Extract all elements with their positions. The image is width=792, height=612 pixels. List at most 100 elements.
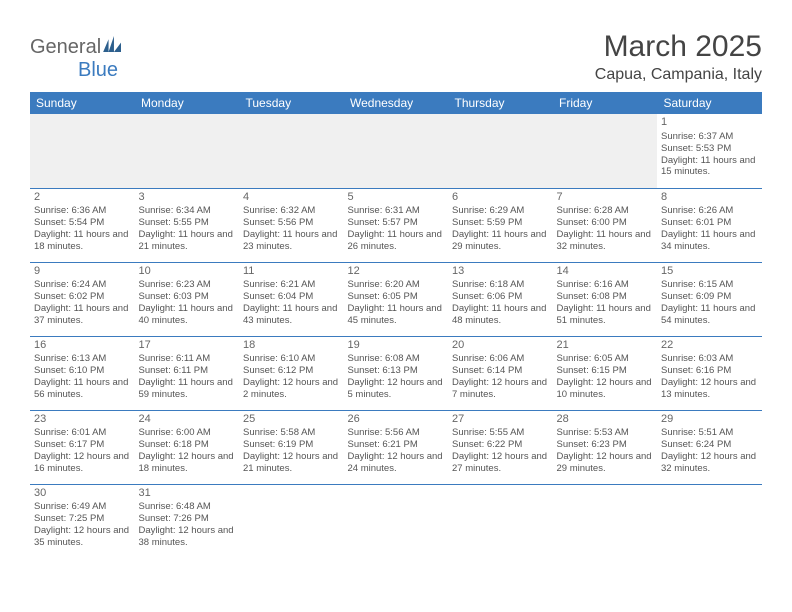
day-number: 15 bbox=[661, 265, 758, 279]
calendar-empty bbox=[657, 484, 762, 558]
sunrise-text: Sunrise: 5:58 AM bbox=[243, 427, 340, 439]
calendar-empty bbox=[239, 484, 344, 558]
day-header-saturday: Saturday bbox=[657, 92, 762, 114]
sunrise-text: Sunrise: 6:16 AM bbox=[557, 279, 654, 291]
sunrise-text: Sunrise: 6:10 AM bbox=[243, 353, 340, 365]
daylight-text: Daylight: 11 hours and 59 minutes. bbox=[139, 377, 236, 401]
sunset-text: Sunset: 6:02 PM bbox=[34, 291, 131, 303]
calendar-day: 1Sunrise: 6:37 AMSunset: 5:53 PMDaylight… bbox=[657, 114, 762, 188]
sunrise-text: Sunrise: 6:13 AM bbox=[34, 353, 131, 365]
daylight-text: Daylight: 11 hours and 48 minutes. bbox=[452, 303, 549, 327]
calendar-empty bbox=[344, 114, 449, 188]
calendar-day: 3Sunrise: 6:34 AMSunset: 5:55 PMDaylight… bbox=[135, 188, 240, 262]
daylight-text: Daylight: 11 hours and 34 minutes. bbox=[661, 229, 758, 253]
calendar-day: 10Sunrise: 6:23 AMSunset: 6:03 PMDayligh… bbox=[135, 262, 240, 336]
daylight-text: Daylight: 12 hours and 5 minutes. bbox=[348, 377, 445, 401]
sunrise-text: Sunrise: 6:32 AM bbox=[243, 205, 340, 217]
day-number: 19 bbox=[348, 339, 445, 353]
sunrise-text: Sunrise: 6:48 AM bbox=[139, 501, 236, 513]
sunrise-text: Sunrise: 5:51 AM bbox=[661, 427, 758, 439]
sunset-text: Sunset: 7:25 PM bbox=[34, 513, 131, 525]
calendar-day: 25Sunrise: 5:58 AMSunset: 6:19 PMDayligh… bbox=[239, 410, 344, 484]
title-block: March 2025 Capua, Campania, Italy bbox=[595, 30, 762, 84]
daylight-text: Daylight: 12 hours and 13 minutes. bbox=[661, 377, 758, 401]
daylight-text: Daylight: 11 hours and 23 minutes. bbox=[243, 229, 340, 253]
calendar-day: 12Sunrise: 6:20 AMSunset: 6:05 PMDayligh… bbox=[344, 262, 449, 336]
calendar-week: 23Sunrise: 6:01 AMSunset: 6:17 PMDayligh… bbox=[30, 410, 762, 484]
sunset-text: Sunset: 6:04 PM bbox=[243, 291, 340, 303]
daylight-text: Daylight: 12 hours and 10 minutes. bbox=[557, 377, 654, 401]
sunrise-text: Sunrise: 5:56 AM bbox=[348, 427, 445, 439]
sunset-text: Sunset: 6:19 PM bbox=[243, 439, 340, 451]
calendar-day: 27Sunrise: 5:55 AMSunset: 6:22 PMDayligh… bbox=[448, 410, 553, 484]
day-number: 24 bbox=[139, 413, 236, 427]
day-header-friday: Friday bbox=[553, 92, 658, 114]
sunrise-text: Sunrise: 6:20 AM bbox=[348, 279, 445, 291]
sunset-text: Sunset: 6:03 PM bbox=[139, 291, 236, 303]
day-number: 7 bbox=[557, 191, 654, 205]
sunrise-text: Sunrise: 6:05 AM bbox=[557, 353, 654, 365]
logo-part1: General bbox=[30, 36, 101, 58]
day-number: 3 bbox=[139, 191, 236, 205]
daylight-text: Daylight: 11 hours and 18 minutes. bbox=[34, 229, 131, 253]
daylight-text: Daylight: 11 hours and 51 minutes. bbox=[557, 303, 654, 327]
location-subtitle: Capua, Campania, Italy bbox=[595, 66, 762, 84]
calendar-day: 22Sunrise: 6:03 AMSunset: 6:16 PMDayligh… bbox=[657, 336, 762, 410]
calendar-day: 5Sunrise: 6:31 AMSunset: 5:57 PMDaylight… bbox=[344, 188, 449, 262]
sunset-text: Sunset: 5:59 PM bbox=[452, 217, 549, 229]
sunset-text: Sunset: 5:57 PM bbox=[348, 217, 445, 229]
calendar-week: 30Sunrise: 6:49 AMSunset: 7:25 PMDayligh… bbox=[30, 484, 762, 558]
sunset-text: Sunset: 5:53 PM bbox=[661, 143, 758, 155]
sunset-text: Sunset: 6:17 PM bbox=[34, 439, 131, 451]
sunset-text: Sunset: 6:12 PM bbox=[243, 365, 340, 377]
sunset-text: Sunset: 5:56 PM bbox=[243, 217, 340, 229]
sunset-text: Sunset: 6:24 PM bbox=[661, 439, 758, 451]
sunrise-text: Sunrise: 6:23 AM bbox=[139, 279, 236, 291]
calendar-week: 9Sunrise: 6:24 AMSunset: 6:02 PMDaylight… bbox=[30, 262, 762, 336]
day-number: 13 bbox=[452, 265, 549, 279]
calendar-day: 31Sunrise: 6:48 AMSunset: 7:26 PMDayligh… bbox=[135, 484, 240, 558]
sunset-text: Sunset: 5:55 PM bbox=[139, 217, 236, 229]
day-number: 28 bbox=[557, 413, 654, 427]
daylight-text: Daylight: 11 hours and 43 minutes. bbox=[243, 303, 340, 327]
sunrise-text: Sunrise: 6:11 AM bbox=[139, 353, 236, 365]
sunrise-text: Sunrise: 6:26 AM bbox=[661, 205, 758, 217]
sunset-text: Sunset: 6:21 PM bbox=[348, 439, 445, 451]
sunset-text: Sunset: 6:10 PM bbox=[34, 365, 131, 377]
sunrise-text: Sunrise: 6:29 AM bbox=[452, 205, 549, 217]
calendar-empty bbox=[239, 114, 344, 188]
day-number: 27 bbox=[452, 413, 549, 427]
calendar-empty bbox=[553, 114, 658, 188]
sunset-text: Sunset: 6:05 PM bbox=[348, 291, 445, 303]
day-number: 6 bbox=[452, 191, 549, 205]
calendar-day: 8Sunrise: 6:26 AMSunset: 6:01 PMDaylight… bbox=[657, 188, 762, 262]
sunset-text: Sunset: 7:26 PM bbox=[139, 513, 236, 525]
calendar-day: 4Sunrise: 6:32 AMSunset: 5:56 PMDaylight… bbox=[239, 188, 344, 262]
daylight-text: Daylight: 11 hours and 32 minutes. bbox=[557, 229, 654, 253]
day-number: 14 bbox=[557, 265, 654, 279]
day-number: 26 bbox=[348, 413, 445, 427]
sunrise-text: Sunrise: 6:37 AM bbox=[661, 131, 758, 143]
logo-text: General Blue bbox=[30, 36, 121, 82]
daylight-text: Daylight: 12 hours and 2 minutes. bbox=[243, 377, 340, 401]
calendar-day: 30Sunrise: 6:49 AMSunset: 7:25 PMDayligh… bbox=[30, 484, 135, 558]
sunset-text: Sunset: 6:22 PM bbox=[452, 439, 549, 451]
day-header-tuesday: Tuesday bbox=[239, 92, 344, 114]
sunset-text: Sunset: 6:08 PM bbox=[557, 291, 654, 303]
day-number: 12 bbox=[348, 265, 445, 279]
sunrise-text: Sunrise: 6:36 AM bbox=[34, 205, 131, 217]
sunset-text: Sunset: 6:23 PM bbox=[557, 439, 654, 451]
page-title: March 2025 bbox=[595, 30, 762, 64]
calendar-day: 29Sunrise: 5:51 AMSunset: 6:24 PMDayligh… bbox=[657, 410, 762, 484]
sunrise-text: Sunrise: 6:24 AM bbox=[34, 279, 131, 291]
calendar-empty bbox=[344, 484, 449, 558]
sunrise-text: Sunrise: 6:34 AM bbox=[139, 205, 236, 217]
daylight-text: Daylight: 11 hours and 21 minutes. bbox=[139, 229, 236, 253]
calendar-empty bbox=[448, 114, 553, 188]
sunrise-text: Sunrise: 6:28 AM bbox=[557, 205, 654, 217]
day-number: 20 bbox=[452, 339, 549, 353]
calendar-table: SundayMondayTuesdayWednesdayThursdayFrid… bbox=[30, 92, 762, 558]
day-header-wednesday: Wednesday bbox=[344, 92, 449, 114]
day-number: 18 bbox=[243, 339, 340, 353]
calendar-empty bbox=[135, 114, 240, 188]
